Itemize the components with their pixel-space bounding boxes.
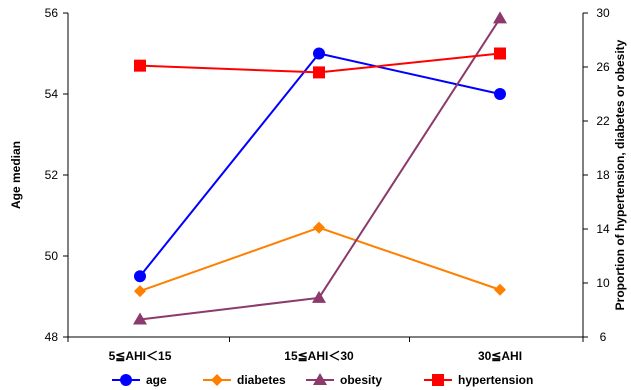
- legend-swatch-marker: [120, 374, 132, 386]
- right-tick-label: 14: [596, 222, 610, 236]
- legend-label: obesity: [340, 373, 382, 387]
- series-hypertension: [134, 47, 506, 79]
- right-axis-title: Proportion of hypertension, diabetes or …: [613, 39, 627, 310]
- x-category-label: 5≦AHI＜15: [109, 349, 172, 363]
- legend-label: diabetes: [237, 373, 286, 387]
- series-layer: [133, 11, 507, 325]
- hypertension-point: [134, 59, 146, 72]
- left-tick-label: 54: [45, 87, 59, 101]
- diabetes-point: [494, 283, 506, 296]
- obesity-line: [139, 17, 501, 321]
- left-tick-label: 48: [45, 330, 59, 344]
- legend-label: age: [146, 373, 167, 387]
- right-tick-label: 18: [596, 168, 610, 182]
- x-category-label: 30≦AHI: [478, 349, 522, 363]
- left-axis-title: Age median: [9, 141, 23, 209]
- legend-item-obesity: obesity: [306, 373, 382, 387]
- obesity-point: [493, 11, 507, 24]
- series-age: [134, 47, 506, 283]
- obesity-point: [133, 312, 147, 325]
- series-obesity: [133, 11, 507, 325]
- age-point: [494, 88, 506, 100]
- right-tick-label: 22: [596, 114, 610, 128]
- legend-swatch-marker: [432, 374, 444, 386]
- legend-label: hypertension: [458, 373, 533, 387]
- legend: age diabetes obesity hypertension: [112, 373, 533, 387]
- right-tick-label: 6: [600, 330, 607, 344]
- diabetes-point: [134, 285, 146, 298]
- legend-item-diabetes: diabetes: [203, 373, 286, 387]
- age-line: [139, 52, 501, 277]
- right-tick-label: 26: [596, 60, 610, 74]
- age-point: [134, 270, 146, 283]
- diabetes-line: [139, 226, 501, 293]
- diabetes-point: [313, 221, 325, 234]
- legend-swatch-marker: [313, 373, 327, 385]
- series-diabetes: [134, 221, 506, 298]
- hypertension-point: [494, 47, 506, 60]
- left-tick-label: 50: [45, 249, 59, 263]
- left-tick-label: 52: [45, 168, 59, 182]
- x-category-label: 15≦AHI＜30: [284, 349, 354, 363]
- right-tick-label: 10: [596, 276, 610, 290]
- obesity-point: [312, 290, 326, 303]
- legend-swatch-marker: [211, 374, 223, 386]
- left-tick-label: 56: [45, 6, 59, 20]
- legend-item-hypertension: hypertension: [424, 373, 533, 387]
- age-point: [313, 47, 325, 60]
- legend-item-age: age: [112, 373, 167, 387]
- hypertension-point: [313, 66, 325, 79]
- right-tick-label: 30: [596, 6, 610, 20]
- axes: 48 50 52 54 56 6 10 14 18 22 26 30 5≦AHI＜15 15≦AHI＜30…: [9, 6, 627, 363]
